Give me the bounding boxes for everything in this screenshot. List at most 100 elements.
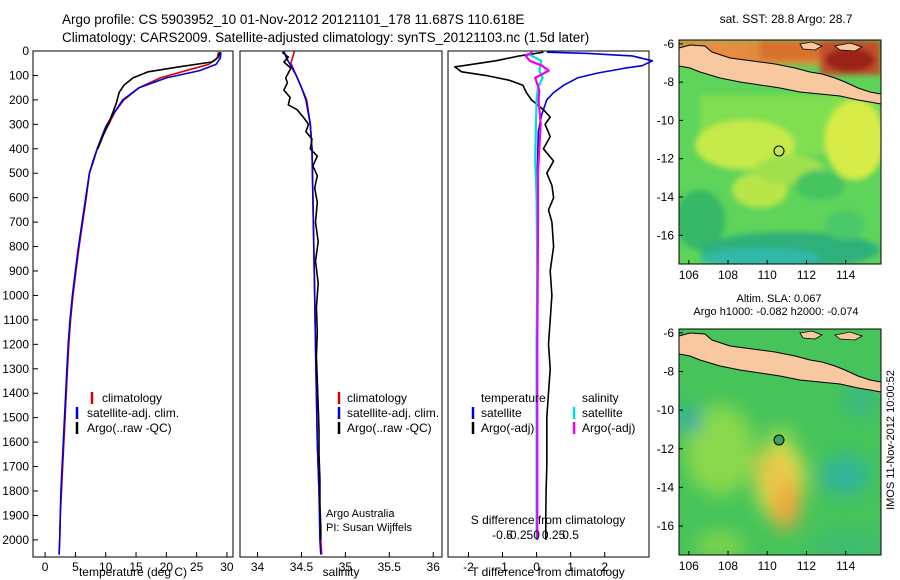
sla-field <box>679 329 881 555</box>
sst-map-panel: sat. SST: 28.8 Argo: 28.7 <box>657 12 882 282</box>
legend-label-satellite: satellite-adj. clim. <box>347 406 439 420</box>
lat-tick-label: -6 <box>663 37 674 51</box>
difference-x-ticks: -2 -1 0 1 2 <box>463 552 608 574</box>
depth-tick-label: 2000 <box>2 533 29 547</box>
depth-tick-label: 1200 <box>2 337 29 351</box>
depth-tick-label: 1500 <box>2 411 29 425</box>
depth-tick-label: 1600 <box>2 435 29 449</box>
sst-map-lat-ticks: -6 -8 -10 -12 -14 -16 <box>657 37 683 242</box>
depth-tick-label: 900 <box>9 264 29 278</box>
temperature-x-label: temperature (deg C) <box>79 565 187 579</box>
legend-label-s-argo: Argo(-adj) <box>582 421 635 435</box>
annotation-argo-australia: Argo Australia <box>326 508 395 520</box>
salinity-x-ticks: 34 34.5 35 35.5 36 <box>251 552 440 574</box>
salinity-difference-tick-label: 0.25 <box>542 528 566 542</box>
island-north <box>799 330 823 340</box>
argo-location-marker <box>773 434 785 446</box>
sla-map-panel: Altim. SLA: 0.067 Argo h1000: -0.082 h20… <box>657 293 882 573</box>
lon-tick-label: 110 <box>758 268 777 282</box>
salinity-x-tick-label: 34 <box>251 560 265 574</box>
s-difference-label: S difference from climatology <box>471 513 626 527</box>
lat-tick-label: -12 <box>657 442 675 456</box>
sst-field <box>679 40 881 264</box>
depth-tick-label: 300 <box>9 117 29 131</box>
legend-label-s-satellite: satellite <box>582 406 623 420</box>
lon-tick-label: 106 <box>679 559 699 573</box>
legend-label-t-argo: Argo(-adj) <box>481 421 534 435</box>
legend-label-t-satellite: satellite <box>481 406 522 420</box>
temperature-x-tick-label: 25 <box>190 560 204 574</box>
legend-label-climatology: climatology <box>347 391 407 405</box>
lon-tick-label: 112 <box>797 268 816 282</box>
depth-tick-label: 1300 <box>2 362 29 376</box>
temperature-x-tick-label: 0 <box>42 560 49 574</box>
lat-tick-label: -10 <box>657 113 675 127</box>
series-line-1 <box>283 50 322 555</box>
depth-tick-label: 1400 <box>2 386 29 400</box>
salinity-x-tick-label: 34.5 <box>290 560 314 574</box>
depth-tick-label: 600 <box>9 191 29 205</box>
lat-tick-label: -8 <box>663 364 674 378</box>
difference-x-label: T difference from climatology <box>471 565 625 579</box>
lon-tick-label: 106 <box>679 268 699 282</box>
argo-location-marker <box>773 145 785 157</box>
legend-label-satellite: satellite-adj. clim. <box>87 406 179 420</box>
depth-tick-label: 1800 <box>2 484 29 498</box>
lat-tick-label: -6 <box>663 326 674 340</box>
difference-x-tick-label: 2 <box>601 560 608 574</box>
sla-map-frame <box>678 328 882 556</box>
legend-label-argo: Argo(..raw -QC) <box>87 421 172 435</box>
java-landmass <box>679 332 881 393</box>
temperature-x-tick-label: 10 <box>99 560 113 574</box>
difference-x-tick-label: 1 <box>567 560 574 574</box>
difference-axes-box <box>447 50 650 558</box>
lon-tick-label: 108 <box>718 268 738 282</box>
depth-tick-label: 0 <box>22 44 29 58</box>
salinity-difference-tick-label: -0.5 <box>492 528 513 542</box>
depth-tick-label: 1100 <box>3 313 29 327</box>
lat-tick-label: -12 <box>657 152 675 166</box>
temperature-x-tick-label: 15 <box>129 560 143 574</box>
temperature-legend: climatology satellite-adj. clim. Argo(..… <box>75 391 179 435</box>
temperature-x-tick-label: 30 <box>220 560 234 574</box>
depth-tick-label: 1700 <box>2 460 29 474</box>
sst-map-title: sat. SST: 28.8 Argo: 28.7 <box>720 12 853 26</box>
salinity-x-tick-label: 35 <box>339 560 353 574</box>
lat-tick-label: -14 <box>657 480 675 494</box>
temperature-axes-box <box>32 50 234 558</box>
series-line-1 <box>58 52 222 555</box>
island-north <box>799 41 823 51</box>
sst-map-lon-ticks: 106 108 110 112 114 <box>679 260 856 282</box>
header-line-1: Argo profile: CS 5903952_10 01-Nov-2012 … <box>62 12 524 27</box>
island-north-east <box>834 331 863 341</box>
difference-x-tick-label: -2 <box>463 560 474 574</box>
lat-tick-label: -16 <box>657 519 675 533</box>
depth-tick-label: 800 <box>9 240 29 254</box>
series-line-2 <box>97 52 221 150</box>
legend-label-argo: Argo(..raw -QC) <box>347 421 432 435</box>
depth-tick-label: 100 <box>9 68 29 82</box>
lon-tick-label: 114 <box>836 268 855 282</box>
lon-tick-label: 108 <box>718 559 738 573</box>
lat-tick-label: -16 <box>657 228 675 242</box>
sla-map-lat-ticks: -6 -8 -10 -12 -14 -16 <box>657 326 683 533</box>
legend-title-temperature: temperature <box>481 391 546 405</box>
depth-tick-label: 1000 <box>2 288 29 302</box>
sla-map-lon-ticks: 106 108 110 112 114 <box>679 551 856 573</box>
salinity-difference-tick-label: 0 <box>533 528 540 542</box>
lon-tick-label: 114 <box>836 559 855 573</box>
sla-map-title-2: Argo h1000: -0.082 h2000: -0.074 <box>693 306 858 318</box>
difference-series-line-1 <box>453 51 555 540</box>
depth-tick-label: 700 <box>9 215 29 229</box>
salinity-difference-x-ticks: -0.5-0.25 0 0.250.5 <box>492 528 579 542</box>
difference-legend: temperature satellite Argo(-adj) salinit… <box>471 391 635 435</box>
depth-tick-label: 1900 <box>2 508 29 522</box>
depth-tick-label: 500 <box>9 166 29 180</box>
temperature-x-tick-label: 5 <box>72 560 79 574</box>
difference-series <box>453 51 654 540</box>
difference-x-tick-label: 0 <box>533 560 540 574</box>
difference-panel: -2 -1 0 1 2 -0.5-0.25 0 0.250.5 S difference f… <box>447 50 654 579</box>
salinity-axes-box <box>239 50 443 558</box>
java-landmass <box>679 44 881 105</box>
